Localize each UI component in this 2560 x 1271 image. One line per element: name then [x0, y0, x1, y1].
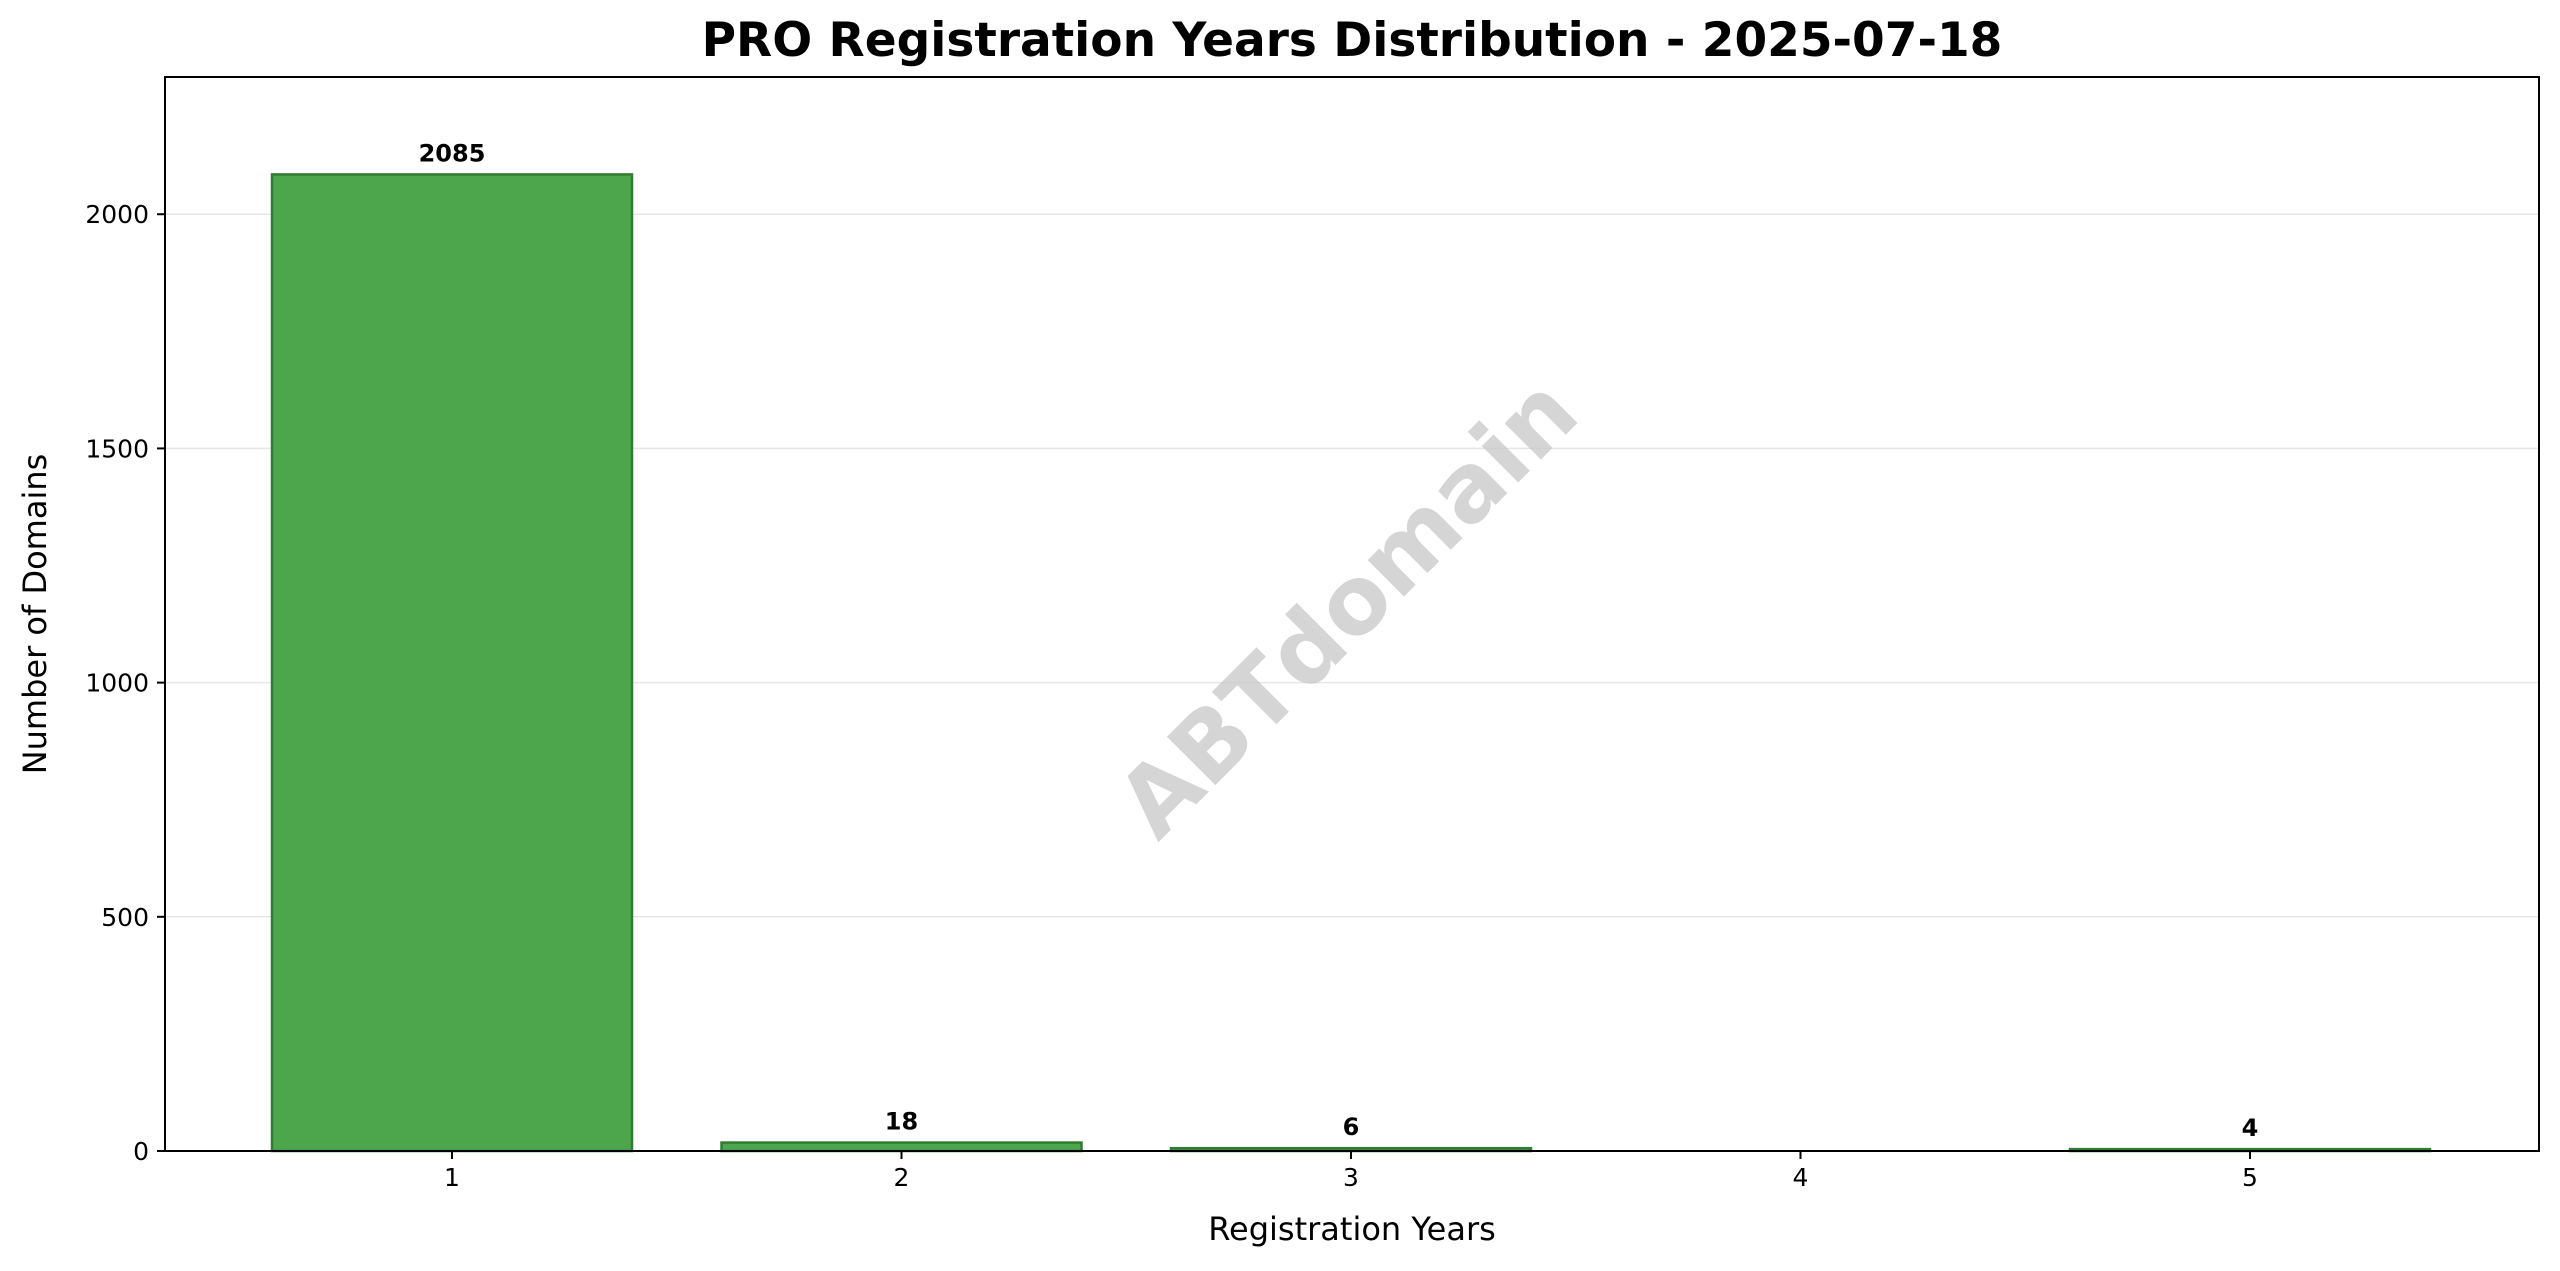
labels-layer: 2085 18 6 4 [419, 139, 2259, 1142]
x-axis: 1 2 3 4 5 [444, 1151, 2258, 1192]
data-label-5: 4 [2242, 1114, 2259, 1142]
chart-title: PRO Registration Years Distribution - 20… [702, 13, 2003, 68]
bar-1 [270, 173, 634, 1153]
y-tick-label: 1500 [85, 434, 149, 463]
bars-layer [270, 173, 2432, 1153]
data-label-3: 6 [1343, 1113, 1360, 1141]
x-axis-label: Registration Years [1208, 1210, 1496, 1248]
y-tick-label: 0 [133, 1137, 149, 1166]
bar-2 [720, 1141, 1083, 1153]
y-tick-label: 500 [101, 903, 149, 932]
data-label-1: 2085 [419, 139, 486, 167]
data-label-2: 18 [885, 1108, 918, 1136]
x-tick-label: 4 [1793, 1163, 1809, 1192]
y-axis-label: Number of Domains [16, 454, 54, 775]
x-tick-label: 2 [894, 1163, 910, 1192]
x-tick-label: 5 [2242, 1163, 2258, 1192]
y-tick-label: 2000 [85, 200, 149, 229]
x-tick-label: 1 [444, 1163, 460, 1192]
x-tick-label: 3 [1343, 1163, 1359, 1192]
y-tick-label: 1000 [85, 669, 149, 698]
y-axis: 0 500 1000 1500 2000 [85, 200, 165, 1166]
